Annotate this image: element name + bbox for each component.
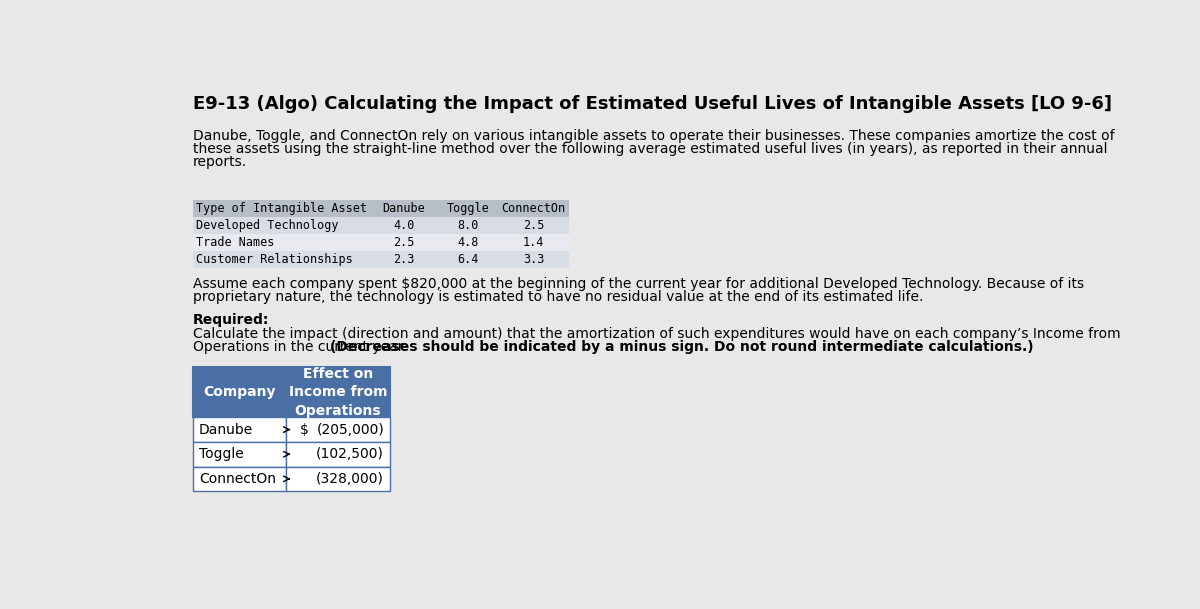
Text: 1.4: 1.4 — [523, 236, 545, 249]
Text: reports.: reports. — [193, 155, 247, 169]
Text: Type of Intangible Asset: Type of Intangible Asset — [197, 202, 367, 215]
Text: Calculate the impact (direction and amount) that the amortization of such expend: Calculate the impact (direction and amou… — [193, 327, 1121, 341]
Text: 2.5: 2.5 — [523, 219, 545, 232]
Text: (328,000): (328,000) — [316, 472, 384, 486]
Text: ConnectOn: ConnectOn — [502, 202, 565, 215]
Bar — [286, 417, 390, 442]
Text: Trade Names: Trade Names — [197, 236, 275, 249]
Text: 4.8: 4.8 — [457, 236, 479, 249]
Text: 2.3: 2.3 — [394, 253, 414, 266]
Bar — [193, 466, 286, 491]
Text: $: $ — [300, 423, 308, 437]
Text: 3.3: 3.3 — [523, 253, 545, 266]
Text: 4.0: 4.0 — [394, 219, 414, 232]
Text: (102,500): (102,500) — [316, 447, 384, 461]
Text: Required:: Required: — [193, 312, 269, 326]
Text: 2.5: 2.5 — [394, 236, 414, 249]
Text: Developed Technology: Developed Technology — [197, 219, 340, 232]
Bar — [193, 367, 390, 417]
Text: (Decreases should be indicated by a minus sign. Do not round intermediate calcul: (Decreases should be indicated by a minu… — [330, 340, 1034, 354]
Bar — [286, 466, 390, 491]
Text: Danube: Danube — [383, 202, 425, 215]
Text: Toggle: Toggle — [199, 447, 244, 461]
Text: (205,000): (205,000) — [317, 423, 384, 437]
Bar — [193, 442, 286, 466]
Text: Effect on
Income from
Operations: Effect on Income from Operations — [289, 367, 388, 418]
Text: 6.4: 6.4 — [457, 253, 479, 266]
Text: E9-13 (Algo) Calculating the Impact of Estimated Useful Lives of Intangible Asse: E9-13 (Algo) Calculating the Impact of E… — [193, 94, 1111, 113]
Bar — [286, 442, 390, 466]
Text: Operations in the current year.: Operations in the current year. — [193, 340, 410, 354]
Text: Danube: Danube — [199, 423, 253, 437]
Bar — [193, 367, 390, 417]
Bar — [193, 200, 569, 217]
Bar — [193, 234, 569, 251]
Text: Toggle: Toggle — [446, 202, 490, 215]
Text: ConnectOn: ConnectOn — [199, 472, 276, 486]
Text: Customer Relationships: Customer Relationships — [197, 253, 353, 266]
Text: these assets using the straight-line method over the following average estimated: these assets using the straight-line met… — [193, 142, 1108, 156]
Bar — [193, 251, 569, 268]
Bar — [193, 417, 286, 442]
Text: Company: Company — [203, 385, 275, 400]
Bar — [193, 217, 569, 234]
Text: Danube, Toggle, and ConnectOn rely on various intangible assets to operate their: Danube, Toggle, and ConnectOn rely on va… — [193, 128, 1115, 143]
Text: Assume each company spent $820,000 at the beginning of the current year for addi: Assume each company spent $820,000 at th… — [193, 277, 1084, 291]
Text: 8.0: 8.0 — [457, 219, 479, 232]
Text: proprietary nature, the technology is estimated to have no residual value at the: proprietary nature, the technology is es… — [193, 290, 923, 304]
